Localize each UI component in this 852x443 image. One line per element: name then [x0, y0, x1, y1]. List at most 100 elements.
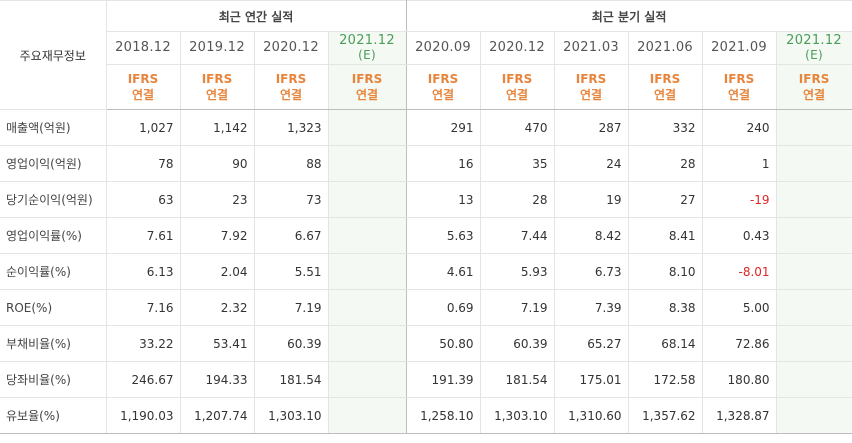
- consolidation-label: 연결: [279, 88, 303, 102]
- quarterly-group-header: 최근 분기 실적: [405, 0, 852, 32]
- consolidation-label: 연결: [506, 88, 529, 102]
- row-label: ROE(%): [0, 289, 107, 326]
- accounting-standard-header: IFRS 연결: [327, 64, 407, 110]
- value-cell: 240: [701, 109, 777, 146]
- period-header: 2019.12: [179, 31, 255, 65]
- value-cell: 50.80: [405, 325, 481, 362]
- value-cell: 65.27: [553, 325, 629, 362]
- consolidation-label: 연결: [355, 88, 379, 102]
- value-cell: 13: [405, 181, 481, 218]
- value-cell: 175.01: [553, 361, 629, 398]
- value-cell: 53.41: [179, 325, 255, 362]
- row-label: 순이익률(%): [0, 253, 107, 290]
- value-cell: 5.51: [253, 253, 329, 290]
- value-cell: 60.39: [253, 325, 329, 362]
- consolidation-label: 연결: [432, 88, 455, 102]
- value-cell: [775, 253, 852, 290]
- value-cell: [327, 217, 407, 254]
- value-cell: 63: [105, 181, 181, 218]
- row-label: 영업이익(억원): [0, 145, 107, 182]
- accounting-standard-header: IFRS 연결: [105, 64, 181, 110]
- row-label: 당기순이익(억원): [0, 181, 107, 218]
- value-cell: 180.80: [701, 361, 777, 398]
- value-cell: 0.43: [701, 217, 777, 254]
- accounting-standard-label: IFRS: [201, 72, 233, 86]
- consolidation-label: 연결: [205, 88, 229, 102]
- value-cell: 72.86: [701, 325, 777, 362]
- value-cell: 7.19: [253, 289, 329, 326]
- value-cell: 28: [627, 145, 703, 182]
- value-cell: [775, 145, 852, 182]
- value-cell: -19: [701, 181, 777, 218]
- financial-summary-table: 주요재무정보 최근 연간 실적 최근 분기 실적 2018.12 2019.12 2…: [0, 0, 852, 434]
- value-cell: [327, 109, 407, 146]
- value-cell: [775, 397, 852, 434]
- value-cell: [327, 253, 407, 290]
- value-cell: 6.13: [105, 253, 181, 290]
- accounting-standard-header: IFRS 연결: [479, 64, 555, 110]
- accounting-standard-label: IFRS: [575, 72, 607, 86]
- row-label: 영업이익률(%): [0, 217, 107, 254]
- period-header: 2020.12: [253, 31, 329, 65]
- value-cell: 7.92: [179, 217, 255, 254]
- accounting-standard-header: IFRS 연결: [405, 64, 481, 110]
- table-row: 유보율(%) 1,190.03 1,207.74 1,303.10 1,258.10 1,…: [0, 397, 852, 434]
- value-cell: 246.67: [105, 361, 181, 398]
- value-cell: 23: [179, 181, 255, 218]
- table-row: 순이익률(%) 6.13 2.04 5.51 4.61 5.93 6.73 8.10 -8.01: [0, 253, 852, 290]
- value-cell: [327, 361, 407, 398]
- table-row: 매출액(억원) 1,027 1,142 1,323 291 470 287 332 240: [0, 109, 852, 146]
- value-cell: 1,310.60: [553, 397, 629, 434]
- corner-header: 주요재무정보: [0, 0, 107, 110]
- value-cell: [775, 109, 852, 146]
- value-cell: [775, 325, 852, 362]
- estimate-label: (E): [358, 48, 376, 62]
- table-row: ROE(%) 7.16 2.32 7.19 0.69 7.19 7.39 8.38 5.00: [0, 289, 852, 326]
- accounting-standard-header: IFRS 연결: [553, 64, 629, 110]
- value-cell: 8.38: [627, 289, 703, 326]
- value-cell: -8.01: [701, 253, 777, 290]
- value-cell: [327, 181, 407, 218]
- value-cell: 7.39: [553, 289, 629, 326]
- value-cell: 181.54: [253, 361, 329, 398]
- accounting-standard-header: IFRS 연결: [775, 64, 852, 110]
- value-cell: 332: [627, 109, 703, 146]
- consolidation-label: 연결: [131, 88, 155, 102]
- value-cell: [775, 361, 852, 398]
- value-cell: 8.41: [627, 217, 703, 254]
- consolidation-label: 연결: [580, 88, 603, 102]
- value-cell: 1,207.74: [179, 397, 255, 434]
- value-cell: 5.63: [405, 217, 481, 254]
- value-cell: 172.58: [627, 361, 703, 398]
- table-row: 당기순이익(억원) 63 23 73 13 28 19 27 -19: [0, 181, 852, 218]
- value-cell: 1,303.10: [253, 397, 329, 434]
- consolidation-label: 연결: [654, 88, 677, 102]
- row-label: 유보율(%): [0, 397, 107, 434]
- annual-group-header: 최근 연간 실적: [105, 0, 407, 32]
- accounting-standard-label: IFRS: [275, 72, 307, 86]
- accounting-standard-header: IFRS 연결: [253, 64, 329, 110]
- period-label: 2021.12: [786, 33, 842, 48]
- value-cell: [327, 325, 407, 362]
- table-row: 영업이익률(%) 7.61 7.92 6.67 5.63 7.44 8.42 8.41 0.43: [0, 217, 852, 254]
- value-cell: 68.14: [627, 325, 703, 362]
- value-cell: 7.44: [479, 217, 555, 254]
- period-label: 2019.12: [189, 40, 245, 55]
- period-label: 2020.12: [263, 40, 319, 55]
- value-cell: [775, 289, 852, 326]
- value-cell: 8.42: [553, 217, 629, 254]
- value-cell: 1,258.10: [405, 397, 481, 434]
- value-cell: 28: [479, 181, 555, 218]
- accounting-standard-header: IFRS 연결: [701, 64, 777, 110]
- value-cell: 1,328.87: [701, 397, 777, 434]
- accounting-standard-header: IFRS 연결: [627, 64, 703, 110]
- value-cell: 6.73: [553, 253, 629, 290]
- value-cell: 1,027: [105, 109, 181, 146]
- value-cell: 24: [553, 145, 629, 182]
- value-cell: 60.39: [479, 325, 555, 362]
- value-cell: 78: [105, 145, 181, 182]
- value-cell: 8.10: [627, 253, 703, 290]
- period-label: 2021.03: [563, 40, 619, 55]
- accounting-standard-label: IFRS: [798, 72, 830, 86]
- row-label: 당좌비율(%): [0, 361, 107, 398]
